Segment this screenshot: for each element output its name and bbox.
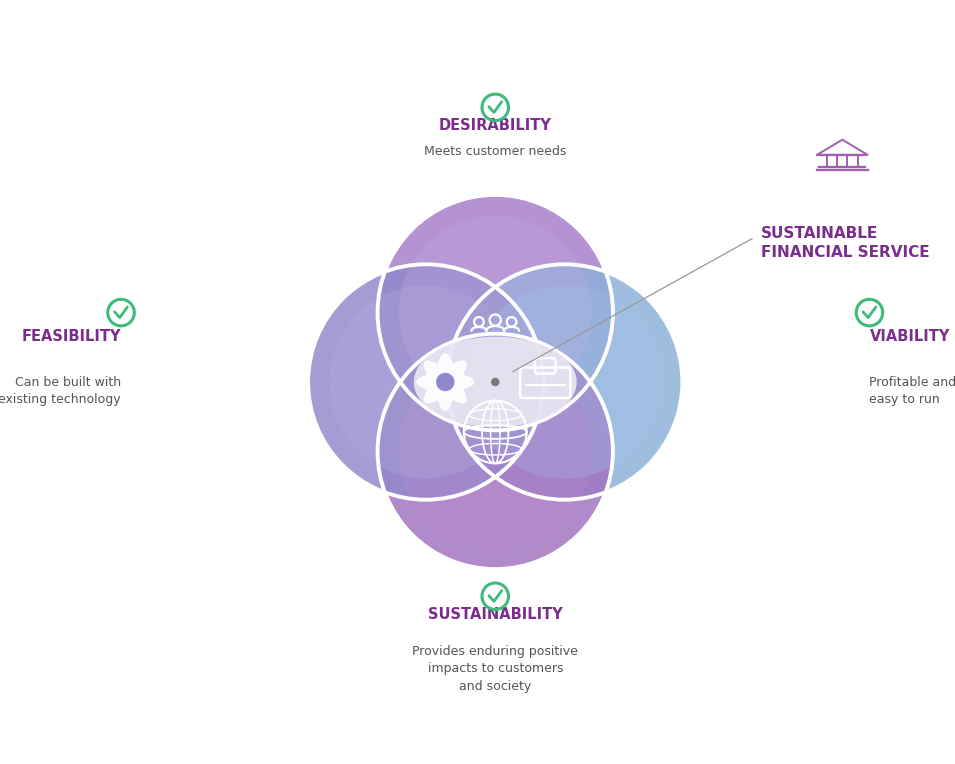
- Circle shape: [447, 264, 683, 500]
- Ellipse shape: [414, 337, 577, 427]
- Text: Meets customer needs: Meets customer needs: [424, 145, 566, 158]
- Text: Can be built with
existing technology: Can be built with existing technology: [0, 376, 121, 406]
- Circle shape: [377, 195, 613, 430]
- Text: SUSTAINABILITY: SUSTAINABILITY: [428, 607, 562, 622]
- Text: VIABILITY: VIABILITY: [869, 329, 950, 345]
- Circle shape: [308, 264, 543, 500]
- Circle shape: [468, 286, 661, 478]
- Circle shape: [491, 377, 499, 387]
- Circle shape: [377, 334, 613, 569]
- Polygon shape: [417, 354, 474, 410]
- Text: DESIRABILITY: DESIRABILITY: [438, 118, 552, 133]
- Circle shape: [399, 216, 592, 409]
- Text: FEASIBILITY: FEASIBILITY: [22, 329, 121, 345]
- Text: SUSTAINABLE
FINANCIAL SERVICE: SUSTAINABLE FINANCIAL SERVICE: [761, 226, 929, 260]
- Text: Provides enduring positive
impacts to customers
and society: Provides enduring positive impacts to cu…: [413, 645, 578, 692]
- Text: Profitable and
easy to run: Profitable and easy to run: [869, 376, 955, 406]
- Circle shape: [435, 372, 456, 392]
- Circle shape: [399, 355, 592, 548]
- Circle shape: [329, 286, 522, 478]
